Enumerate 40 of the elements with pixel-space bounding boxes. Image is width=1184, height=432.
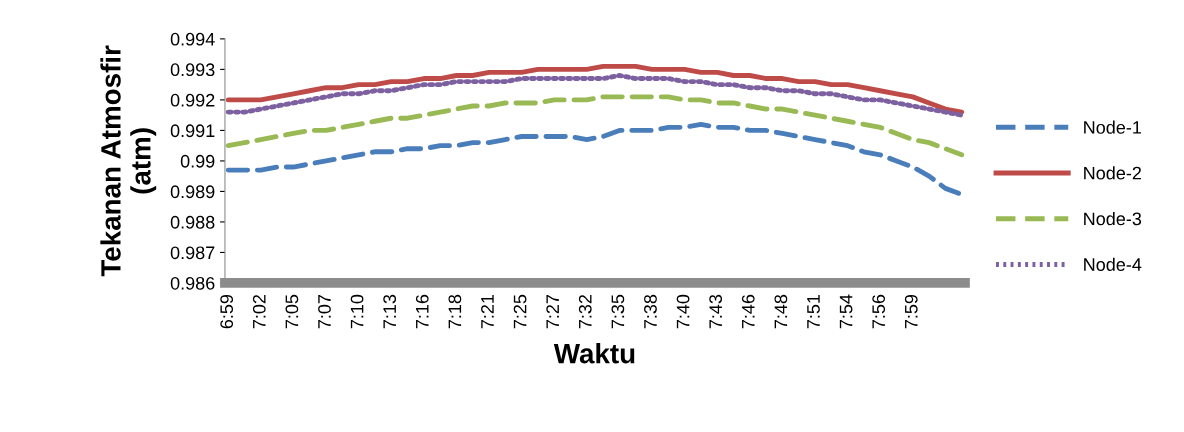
line-series [225, 63, 965, 115]
line-series [225, 73, 965, 118]
x-tick-label: 7:27 [546, 294, 559, 329]
y-axis-title: Tekanan Atmosfir (atm) [100, 45, 157, 277]
y-tick-label: 0.989 [170, 185, 215, 199]
y-tick-label: 0.99 [180, 154, 215, 168]
x-axis-title: Waktu [553, 343, 635, 364]
y-tick-label: 0.993 [170, 63, 215, 77]
x-tick-label: 7:05 [285, 294, 299, 329]
x-tick-label: 6:59 [220, 294, 234, 329]
x-tick-label: 7:13 [383, 294, 397, 329]
x-tick-label: 7:32 [578, 294, 592, 329]
x-tick-label: 7:07 [318, 294, 331, 329]
x-tick-label: 7:51 [807, 294, 820, 329]
y-tick-label: 0.988 [170, 215, 215, 229]
x-tick-label: 7:54 [839, 294, 853, 329]
x-tick-label: 7:40 [676, 294, 690, 329]
x-tick-label: 7:18 [448, 294, 462, 329]
x-tick-label: 7:21 [481, 294, 494, 329]
y-tick-label: 0.987 [170, 246, 215, 260]
line-series [225, 94, 965, 158]
legend-label: Node-3 [1084, 211, 1142, 226]
y-tick-label: 0.992 [170, 93, 215, 107]
x-tick-label: 7:48 [774, 294, 788, 329]
legend-label: Node-1 [1084, 120, 1142, 134]
x-tick-label: 7:35 [611, 294, 625, 329]
x-tick-label: 7:46 [741, 294, 755, 329]
x-tick-label: 7:43 [709, 294, 723, 329]
x-tick-label: 7:56 [872, 294, 886, 329]
y-tick-label: 0.986 [170, 276, 215, 290]
x-tick-label: 7:59 [904, 294, 918, 329]
y-tick-label: 0.991 [170, 124, 215, 138]
y-tick-label: 0.994 [170, 32, 215, 46]
x-tick-label: 7:38 [644, 294, 657, 329]
x-tick-label: 7:02 [252, 294, 266, 329]
legend-label: Node-2 [1084, 166, 1141, 180]
legend-label: Node-4 [1084, 257, 1142, 271]
x-tick-label: 7:10 [350, 294, 364, 329]
x-tick-label: 7:16 [415, 294, 429, 329]
x-tick-label: 7:25 [513, 294, 527, 329]
